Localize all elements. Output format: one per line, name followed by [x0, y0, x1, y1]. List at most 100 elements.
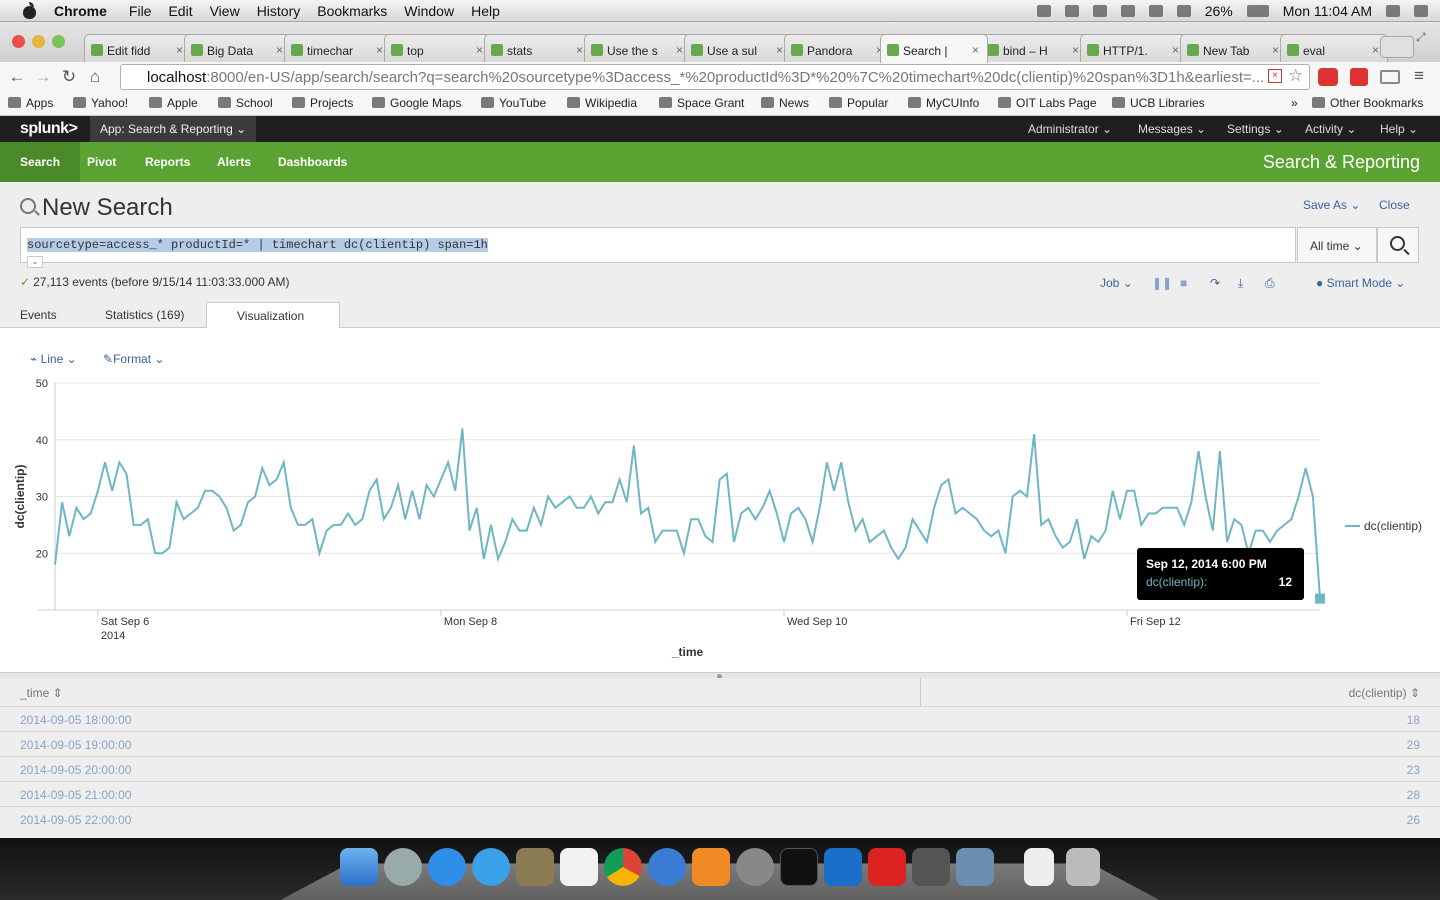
- bookmark-item[interactable]: UCB Libraries: [1112, 96, 1205, 110]
- cast-icon[interactable]: [1380, 70, 1400, 84]
- print-icon[interactable]: ⎙: [1265, 276, 1275, 290]
- tab-visualization[interactable]: Visualization: [206, 302, 340, 329]
- tab-events[interactable]: Events: [20, 308, 57, 322]
- table-row[interactable]: 2014-09-05 20:00:00 23: [0, 756, 1440, 781]
- nav-dashboards[interactable]: Dashboards: [278, 155, 348, 169]
- job-menu[interactable]: Job ⌄: [1100, 276, 1133, 290]
- format-menu[interactable]: ✎Format ⌄: [103, 352, 165, 366]
- zoom-window-button[interactable]: [52, 35, 65, 48]
- notification-center-icon[interactable]: [1414, 5, 1428, 17]
- browser-tab[interactable]: HTTP/1. ×: [1080, 34, 1188, 62]
- table-row[interactable]: 2014-09-05 18:00:00 18: [0, 706, 1440, 731]
- table-row[interactable]: 2014-09-05 22:00:00 26: [0, 806, 1440, 831]
- bookmark-item[interactable]: YouTube: [481, 96, 546, 110]
- launchpad-icon[interactable]: [384, 848, 422, 886]
- address-bar[interactable]: localhost:8000/en-US/app/search/search?q…: [120, 64, 1310, 90]
- tab-statistics[interactable]: Statistics (169): [105, 308, 185, 322]
- adblock-icon[interactable]: [1318, 68, 1338, 86]
- menu-bookmarks[interactable]: Bookmarks: [317, 2, 388, 19]
- wunderlist-icon[interactable]: [868, 848, 906, 886]
- browser-tab[interactable]: Pandora ×: [784, 34, 892, 62]
- table-row[interactable]: 2014-09-05 19:00:00 29: [0, 731, 1440, 756]
- close-button[interactable]: Close: [1379, 198, 1410, 212]
- browser-tab[interactable]: Use the s ×: [584, 34, 692, 62]
- column-header-time[interactable]: _time ⇕: [20, 686, 63, 700]
- preview-icon[interactable]: [956, 848, 994, 886]
- menu-history[interactable]: History: [256, 2, 301, 19]
- clock[interactable]: Mon 11:04 AM: [1282, 3, 1372, 19]
- status-icon[interactable]: [1036, 5, 1051, 17]
- bookmark-item[interactable]: Apps: [8, 96, 53, 110]
- browser-tab[interactable]: Edit fidd ×: [84, 34, 192, 62]
- safari-icon[interactable]: [472, 848, 510, 886]
- stop-icon[interactable]: ■: [1180, 276, 1188, 290]
- bookmark-item[interactable]: Yahoo!: [73, 96, 128, 110]
- other-bookmarks[interactable]: Other Bookmarks: [1312, 96, 1423, 110]
- bookmark-item[interactable]: Popular: [829, 96, 888, 110]
- resize-handle[interactable]: [0, 672, 1440, 679]
- home-button[interactable]: ⌂: [89, 67, 101, 86]
- menu-view[interactable]: View: [209, 2, 240, 19]
- system-preferences-icon[interactable]: [736, 848, 774, 886]
- bookmark-item[interactable]: Space Grant: [659, 96, 744, 110]
- csv-document-icon[interactable]: [1024, 848, 1054, 886]
- menu-icon[interactable]: ≡: [1414, 66, 1424, 85]
- close-tab-icon[interactable]: ×: [1271, 43, 1279, 57]
- wifi-icon[interactable]: [1148, 5, 1163, 17]
- apple-icon[interactable]: [20, 1, 40, 19]
- browser-tab[interactable]: Big Data ×: [184, 34, 292, 62]
- nav-reports[interactable]: Reports: [145, 155, 191, 169]
- menu-window[interactable]: Window: [404, 2, 455, 19]
- terminal-icon[interactable]: [780, 848, 818, 886]
- bluetooth-icon[interactable]: [1120, 5, 1135, 17]
- search-button[interactable]: [1377, 227, 1419, 263]
- messages-menu[interactable]: Messages ⌄: [1138, 122, 1207, 136]
- export-icon[interactable]: ⤓: [1238, 276, 1244, 290]
- finder-icon[interactable]: [340, 848, 378, 886]
- close-window-button[interactable]: [12, 35, 25, 48]
- ibooks-icon[interactable]: [692, 848, 730, 886]
- close-tab-icon[interactable]: ×: [775, 43, 783, 57]
- browser-tab[interactable]: top ×: [384, 34, 492, 62]
- administrator-menu[interactable]: Administrator ⌄: [1028, 122, 1113, 136]
- trash-icon[interactable]: [1066, 848, 1100, 886]
- bookmark-item[interactable]: News: [761, 96, 809, 110]
- chrome-icon[interactable]: [604, 848, 642, 886]
- menu-edit[interactable]: Edit: [168, 2, 193, 19]
- settings-menu[interactable]: Settings ⌄: [1227, 122, 1284, 136]
- share-icon[interactable]: ↷: [1210, 276, 1221, 290]
- browser-tab[interactable]: Use a sul ×: [684, 34, 792, 62]
- column-header-dc-clientip[interactable]: dc(clientip) ⇕: [1348, 686, 1420, 700]
- calendar-icon[interactable]: [560, 848, 598, 886]
- browser-tab[interactable]: bind – H ×: [980, 34, 1088, 62]
- pause-icon[interactable]: ❚❚: [1152, 276, 1173, 290]
- extension-icon[interactable]: [1350, 68, 1368, 86]
- bookmark-item[interactable]: MyCUInfo: [908, 96, 979, 110]
- search-mode-menu[interactable]: ● Smart Mode ⌄: [1316, 276, 1406, 290]
- spotlight-icon[interactable]: [1386, 5, 1400, 17]
- close-tab-icon[interactable]: ×: [1071, 43, 1079, 57]
- activity-menu[interactable]: Activity ⌄: [1305, 122, 1357, 136]
- browser-tab[interactable]: stats ×: [484, 34, 592, 62]
- table-row[interactable]: 2014-09-05 21:00:00 28: [0, 781, 1440, 806]
- nav-search[interactable]: Search: [0, 142, 81, 182]
- nav-alerts[interactable]: Alerts: [217, 155, 252, 169]
- battery-icon[interactable]: [1246, 5, 1269, 17]
- sublime-text-icon[interactable]: [912, 848, 950, 886]
- nav-pivot[interactable]: Pivot: [87, 155, 117, 169]
- close-tab-icon[interactable]: ×: [275, 43, 283, 57]
- back-button[interactable]: ←: [8, 67, 26, 86]
- itunes-icon[interactable]: [648, 848, 686, 886]
- close-tab-icon[interactable]: ×: [675, 43, 683, 57]
- menu-file[interactable]: File: [128, 2, 152, 19]
- bookmark-item[interactable]: Apple: [149, 96, 198, 110]
- minimize-window-button[interactable]: [32, 35, 45, 48]
- new-tab-button[interactable]: [1380, 36, 1414, 58]
- close-tab-icon[interactable]: ×: [575, 43, 583, 57]
- bookmark-star-icon[interactable]: ☆: [1288, 66, 1304, 85]
- chart-type-menu[interactable]: ⌁ Line ⌄: [30, 352, 77, 366]
- bookmarks-overflow[interactable]: »: [1291, 96, 1298, 110]
- close-tab-icon[interactable]: ×: [475, 43, 483, 57]
- close-tab-icon[interactable]: ×: [971, 43, 979, 57]
- status-icon[interactable]: [1064, 5, 1079, 17]
